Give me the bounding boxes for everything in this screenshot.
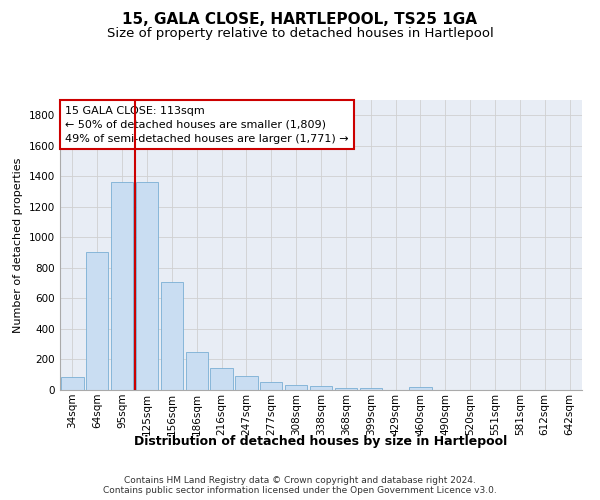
Bar: [335, 388, 357, 390]
Text: 15 GALA CLOSE: 113sqm
← 50% of detached houses are smaller (1,809)
49% of semi-d: 15 GALA CLOSE: 113sqm ← 50% of detached …: [65, 106, 349, 144]
Text: 15, GALA CLOSE, HARTLEPOOL, TS25 1GA: 15, GALA CLOSE, HARTLEPOOL, TS25 1GA: [122, 12, 478, 28]
Bar: [136, 182, 158, 390]
Bar: [285, 384, 307, 390]
Bar: [86, 252, 109, 390]
Bar: [111, 182, 133, 390]
Bar: [61, 377, 83, 390]
Bar: [409, 387, 431, 390]
Bar: [310, 386, 332, 390]
Bar: [185, 352, 208, 390]
Text: Contains HM Land Registry data © Crown copyright and database right 2024.
Contai: Contains HM Land Registry data © Crown c…: [103, 476, 497, 495]
Text: Distribution of detached houses by size in Hartlepool: Distribution of detached houses by size …: [134, 435, 508, 448]
Bar: [359, 388, 382, 390]
Text: Size of property relative to detached houses in Hartlepool: Size of property relative to detached ho…: [107, 28, 493, 40]
Y-axis label: Number of detached properties: Number of detached properties: [13, 158, 23, 332]
Bar: [161, 282, 183, 390]
Bar: [211, 368, 233, 390]
Bar: [260, 382, 283, 390]
Bar: [235, 376, 257, 390]
